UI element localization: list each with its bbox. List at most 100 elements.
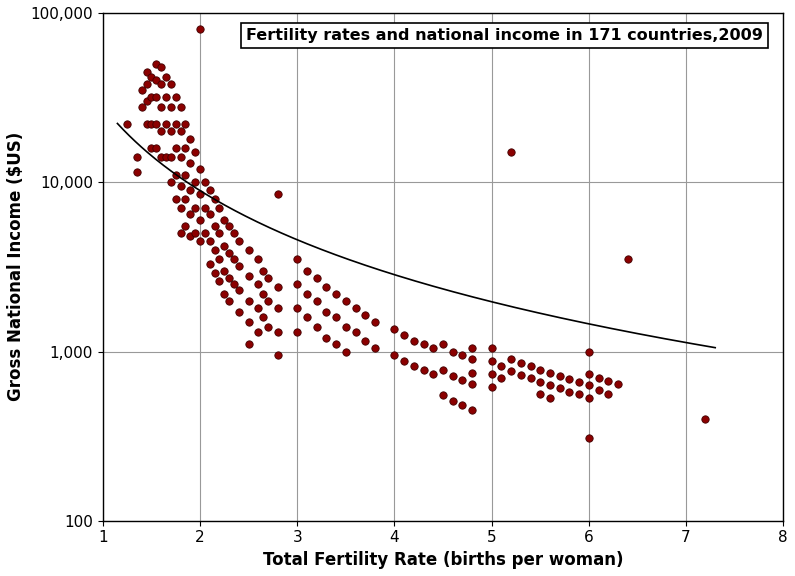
Point [349,304,362,313]
Point [150,143,163,152]
Point [388,325,401,334]
Point [456,351,469,360]
Point [301,312,313,321]
Point [233,236,246,245]
Point [544,381,556,390]
Point [466,368,479,377]
Point [145,92,157,101]
Point [436,391,449,400]
Point [252,279,265,289]
Point [466,343,479,353]
Point [227,229,240,238]
Point [165,177,177,187]
Point [456,375,469,384]
Point [505,148,518,157]
Point [174,102,187,111]
X-axis label: Total Fertility Rate (births per woman): Total Fertility Rate (births per woman) [263,551,623,569]
Point [544,368,556,377]
Point [174,204,187,213]
Point [592,386,605,395]
Point [417,340,430,349]
Point [602,389,615,399]
Point [583,369,595,378]
Point [339,347,352,356]
Point [140,97,153,106]
Point [320,283,333,292]
Point [339,322,352,331]
Point [514,358,527,367]
Point [155,62,168,71]
Point [408,362,421,371]
Point [436,365,449,374]
Point [514,370,527,379]
Point [291,328,304,337]
Point [583,347,595,356]
Point [456,401,469,410]
Point [611,380,624,389]
Point [242,317,255,326]
Point [466,406,479,415]
Point [427,369,440,378]
Point [213,255,226,264]
Point [330,340,343,349]
Point [189,229,202,238]
Point [291,255,304,264]
Point [534,365,547,374]
Point [155,153,168,162]
Point [466,355,479,364]
Point [204,209,216,218]
Point [349,328,362,337]
Point [408,336,421,346]
Point [485,369,498,378]
Point [194,25,207,34]
Point [339,296,352,305]
Point [184,158,196,168]
Point [155,127,168,136]
Point [227,255,240,264]
Point [189,204,202,213]
Point [165,102,177,111]
Point [271,304,284,313]
Point [388,351,401,360]
Point [310,296,323,305]
Point [242,271,255,281]
Point [184,209,196,218]
Point [310,274,323,283]
Point [398,331,410,340]
Point [534,389,547,399]
Point [184,232,196,241]
Point [553,383,566,392]
Point [150,92,163,101]
Point [140,67,153,76]
Point [359,336,371,346]
Point [194,215,207,225]
Point [252,328,265,337]
Point [165,153,177,162]
Point [213,276,226,286]
Point [194,164,207,173]
Point [204,259,216,268]
Point [466,380,479,389]
Point [427,343,440,353]
Point [524,373,537,382]
Point [150,59,163,69]
Point [563,374,576,384]
Point [169,194,182,203]
Point [242,245,255,254]
Point [169,143,182,152]
Point [572,389,585,399]
Point [199,177,211,187]
Point [160,92,173,101]
Point [271,328,284,337]
Point [218,289,231,298]
Point [169,120,182,129]
Point [592,373,605,382]
Point [271,351,284,360]
Point [169,170,182,180]
Point [223,249,235,258]
Point [135,85,148,94]
Point [179,120,192,129]
Point [179,222,192,231]
Point [174,153,187,162]
Point [204,236,216,245]
